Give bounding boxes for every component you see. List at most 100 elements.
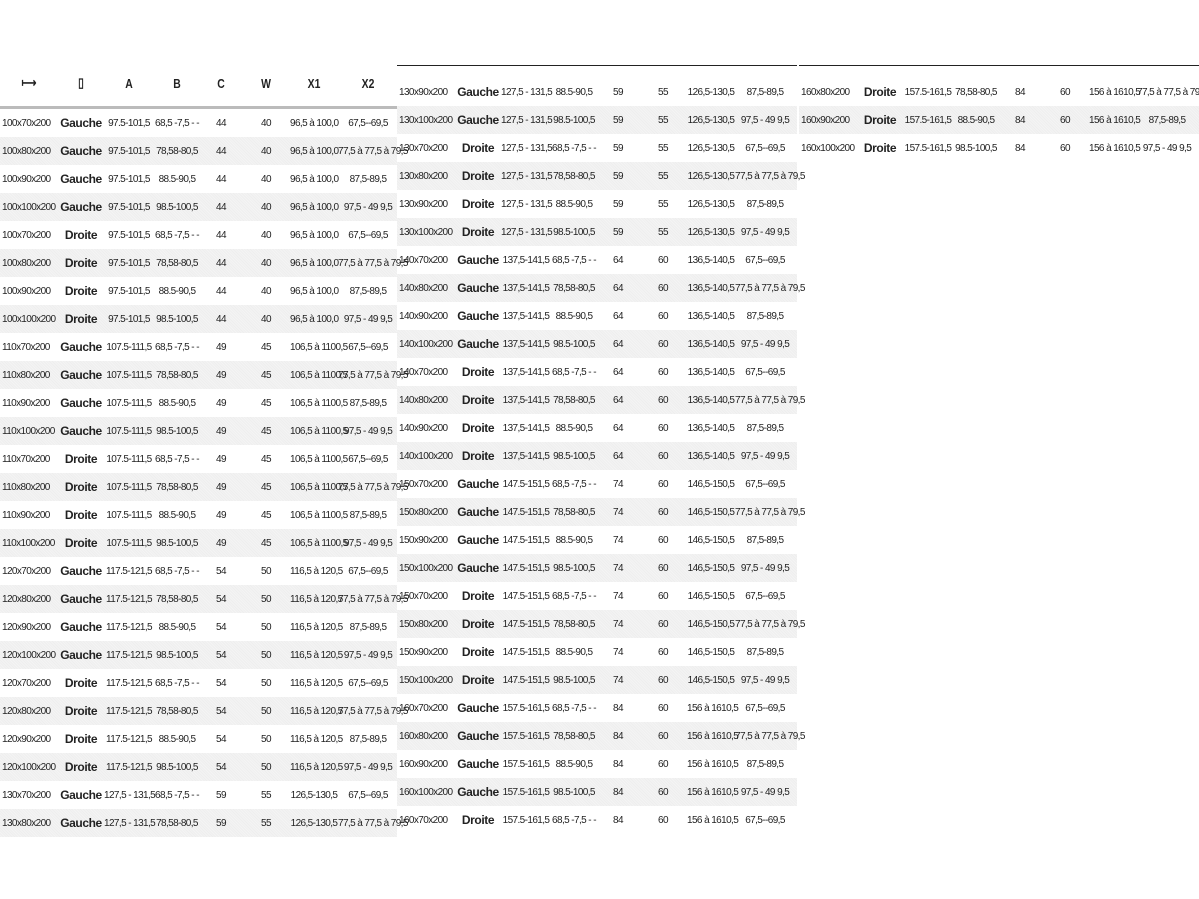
cell-a: 147.5-151,5 [502,618,550,630]
cell-a: 117.5-121,5 [105,649,153,661]
cell-a: 147.5-151,5 [502,562,550,574]
cell-a: 127,5 - 131,5 [501,170,553,182]
cell-side: Droite [863,85,897,99]
cell-x1: 156 à 1610,5 [687,702,739,714]
cell-b: 98.5-100,5 [553,114,595,126]
cell-c: 44 [216,285,227,297]
cell-x2: 67,5--69,5 [348,789,388,801]
cell-size: 100x70x200 [2,229,51,241]
cell-b: 78,58-80,5 [955,86,997,98]
header-x2: X2 [361,75,375,91]
door-icon: ▯ [78,75,84,90]
table-row: 130x70x200 Droite 127,5 - 131,5 68,5 -7,5 -… [397,134,797,162]
table-row: 110x100x200 Gauche 107.5-111,5 98.5-100,5 49… [0,417,397,445]
cell-side: Droite [863,141,897,155]
cell-x2: 77,5 à 77,5 à 79,5 [735,618,805,630]
cell-b: 68,5 -7,5 - - [155,677,199,689]
cell-c: 64 [613,422,624,434]
cell-a: 147.5-151,5 [502,506,550,518]
cell-w: 50 [261,565,272,577]
table-row: 130x70x200 Gauche 127,5 - 131,5 68,5 -7,5 -… [0,781,397,809]
cell-w: 40 [261,313,272,325]
cell-a: 97.5-101,5 [108,117,150,129]
cell-x2: 97,5 - 49 9,5 [343,425,393,437]
cell-size: 100x70x200 [2,117,51,129]
cell-size: 140x90x200 [399,310,448,322]
cell-size: 100x90x200 [2,285,51,297]
cell-b: 78,58-80,5 [156,369,198,381]
cell-side: Droite [64,676,98,690]
cell-side: Gauche [60,620,102,634]
table-row: 110x80x200 Droite 107.5-111,5 78,58-80,5 49 4… [0,473,408,501]
cell-b: 88.5-90,5 [158,733,196,745]
cell-side: Gauche [60,144,102,158]
cell-size: 130x70x200 [399,142,448,154]
cell-a: 147.5-151,5 [502,478,550,490]
cell-side: Droite [64,760,98,774]
cell-x2: 87,5-89,5 [746,534,784,546]
table-row: 110x90x200 Droite 107.5-111,5 88.5-90,5 49 45… [0,501,397,529]
header-x1: X1 [307,75,321,91]
cell-size: 130x100x200 [399,226,453,238]
cell-b: 68,5 -7,5 - - [155,341,199,353]
cell-c: 64 [613,338,624,350]
cell-size: 140x100x200 [399,338,453,350]
cell-size: 120x100x200 [2,649,56,661]
cell-b: 78,58-80,5 [156,481,198,493]
table-row: 140x80x200 Droite 137,5-141,5 78,58-80,5 64 6… [397,386,805,414]
cell-x2: 77,5 à 77,5 à 79,5 [338,145,408,157]
cell-x1: 106,5 à 1100,5 [290,537,348,549]
cell-b: 68,5 -7,5 - - [155,117,199,129]
table-row: 140x70x200 Droite 137,5-141,5 68,5 -7,5 - -… [397,358,797,386]
cell-size: 160x100x200 [399,786,453,798]
cell-x1: 126,5-130,5 [687,114,735,126]
cell-size: 140x70x200 [399,254,448,266]
cell-x1: 116,5 à 120,5 [290,677,343,689]
cell-a: 157.5-161,5 [502,758,550,770]
cell-a: 117.5-121,5 [105,677,153,689]
cell-side: Gauche [457,505,499,519]
cell-b: 98.5-100,5 [553,562,595,574]
table-header: ⟼ ▯ A B C W X1 X2 [0,60,397,109]
cell-b: 98.5-100,5 [553,226,595,238]
cell-x1: 106,5 à 1100,5 [290,453,348,465]
cell-b: 88.5-90,5 [158,509,196,521]
cell-w: 50 [261,677,272,689]
cell-side: Droite [461,225,495,239]
cell-x2: 67,5--69,5 [348,229,388,241]
cell-a: 107.5-111,5 [106,397,152,409]
cell-x1: 126,5-130,5 [687,170,735,182]
cell-a: 97.5-101,5 [108,229,150,241]
cell-a: 137,5-141,5 [502,422,550,434]
cell-b: 98.5-100,5 [156,201,198,213]
cell-w: 60 [658,366,669,378]
cell-c: 59 [613,114,624,126]
cell-x1: 156 à 1610,5 [687,730,739,742]
cell-w: 60 [658,478,669,490]
cell-c: 64 [613,310,624,322]
cell-c: 59 [613,142,624,154]
cell-side: Droite [863,113,897,127]
table-row: 130x100x200 Droite 127,5 - 131,5 98.5-100,5… [397,218,797,246]
cell-size: 150x80x200 [399,618,448,630]
cell-a: 137,5-141,5 [502,254,550,266]
cell-side: Droite [64,284,98,298]
cell-x2: 77,5 à 77,5 à 79,5 [735,282,805,294]
cell-side: Gauche [457,785,499,799]
cell-size: 100x80x200 [2,145,51,157]
cell-x1: 116,5 à 120,5 [290,621,343,633]
cell-x2: 67,5--69,5 [745,702,785,714]
cell-x2: 77,5 à 77,5 à 79,5 [1137,86,1199,98]
cell-x2: 67,5--69,5 [348,453,388,465]
table-row: 100x70x200 Gauche 97.5-101,5 68,5 -7,5 - - 4… [0,109,397,137]
cell-x2: 87,5-89,5 [349,733,387,745]
cell-x1: 96,5 à 100,0 [290,229,339,241]
cell-w: 60 [658,702,669,714]
cell-x2: 87,5-89,5 [349,621,387,633]
cell-b: 68,5 -7,5 - - [552,142,596,154]
cell-b: 88.5-90,5 [158,173,196,185]
cell-x2: 97,5 - 49 9,5 [343,649,393,661]
cell-a: 127,5 - 131,5 [104,789,156,801]
cell-side: Droite [461,589,495,603]
cell-b: 88.5-90,5 [555,534,593,546]
